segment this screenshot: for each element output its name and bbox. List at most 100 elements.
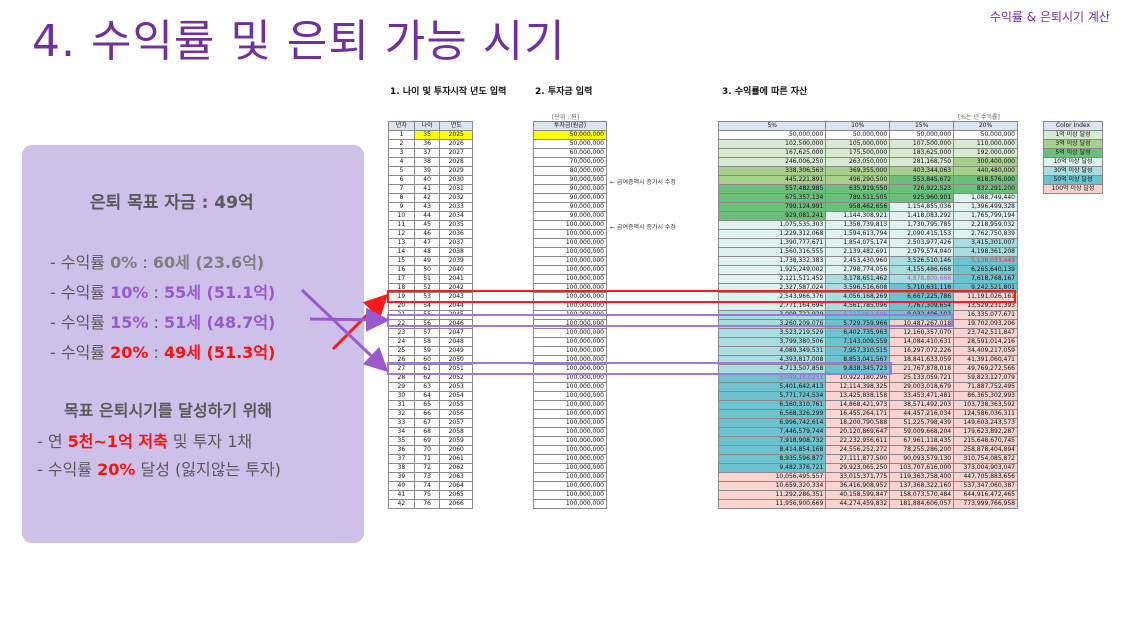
cell-asset-15[interactable]: 181,884,606,057: [889, 499, 955, 509]
cell-age[interactable]: 39: [413, 166, 441, 176]
cell-asset-20[interactable]: 373,004,903,047: [953, 463, 1018, 473]
cell-asset-20[interactable]: 19,702,093,206: [953, 319, 1018, 329]
cell-asset-10[interactable]: 27,111,877,500: [825, 454, 891, 464]
cell-asset-5[interactable]: 2,327,587,024: [717, 283, 827, 293]
cell-investment[interactable]: 100,000,000: [533, 310, 607, 320]
cell-asset-10[interactable]: 1,144,308,921: [825, 211, 891, 221]
cell-asset-5[interactable]: 10,659,320,334: [717, 481, 827, 491]
cell-asset-5[interactable]: 3,523,219,529: [717, 328, 827, 338]
cell-investment[interactable]: 100,000,000: [533, 346, 607, 356]
cell-age[interactable]: 71: [413, 454, 441, 464]
cell-investment[interactable]: 90,000,000: [533, 202, 607, 212]
cell-year[interactable]: 2029: [439, 166, 473, 176]
cell-asset-15[interactable]: 7,767,309,654: [889, 301, 955, 311]
cell-year[interactable]: 2054: [439, 391, 473, 401]
cell-year[interactable]: 2042: [439, 283, 473, 293]
cell-year-index[interactable]: 18: [388, 283, 415, 293]
cell-year[interactable]: 2036: [439, 229, 473, 239]
cell-year[interactable]: 2052: [439, 373, 473, 383]
cell-asset-15[interactable]: 44,457,216,034: [889, 409, 955, 419]
cell-asset-20[interactable]: 832,291,200: [953, 184, 1018, 194]
cell-age[interactable]: 45: [413, 220, 441, 230]
cell-asset-10[interactable]: 44,274,459,832: [825, 499, 891, 509]
cell-asset-5[interactable]: 7,446,579,744: [717, 427, 827, 437]
cell-asset-15[interactable]: 25,133,059,721: [889, 373, 955, 383]
cell-age[interactable]: 41: [413, 184, 441, 194]
cell-asset-5[interactable]: 1,560,316,555: [717, 247, 827, 257]
cell-asset-5[interactable]: 929,081,241: [717, 211, 827, 221]
cell-year[interactable]: 2026: [439, 139, 473, 149]
cell-asset-5[interactable]: 5,401,642,413: [717, 382, 827, 392]
cell-asset-20[interactable]: 618,576,000: [953, 175, 1018, 185]
cell-asset-5[interactable]: 799,124,991: [717, 202, 827, 212]
cell-year[interactable]: 2040: [439, 265, 473, 275]
cell-asset-5[interactable]: 6,996,742,614: [717, 418, 827, 428]
cell-asset-15[interactable]: 403,344,063: [889, 166, 955, 176]
cell-asset-20[interactable]: 447,705,883,656: [953, 472, 1018, 482]
cell-year[interactable]: 2049: [439, 346, 473, 356]
cell-year[interactable]: 2033: [439, 202, 473, 212]
cell-asset-15[interactable]: 6,667,225,786: [889, 292, 955, 302]
cell-year[interactable]: 2048: [439, 337, 473, 347]
cell-year-index[interactable]: 9: [388, 202, 415, 212]
cell-asset-20[interactable]: 59,823,127,079: [953, 373, 1018, 383]
cell-asset-15[interactable]: 50,000,000: [889, 130, 955, 140]
cell-asset-20[interactable]: 71,887,752,495: [953, 382, 1018, 392]
cell-year-index[interactable]: 28: [388, 373, 415, 383]
cell-asset-20[interactable]: 41,391,060,471: [953, 355, 1018, 365]
cell-asset-15[interactable]: 2,503,977,426: [889, 238, 955, 248]
cell-asset-10[interactable]: 20,120,869,647: [825, 427, 891, 437]
cell-asset-5[interactable]: 445,221,891: [717, 175, 827, 185]
cell-year-index[interactable]: 7: [388, 184, 415, 194]
cell-age[interactable]: 58: [413, 337, 441, 347]
cell-year-index[interactable]: 24: [388, 337, 415, 347]
cell-asset-10[interactable]: 3,596,516,608: [825, 283, 891, 293]
cell-asset-20[interactable]: 4,198,361,208: [953, 247, 1018, 257]
cell-investment[interactable]: 100,000,000: [533, 265, 607, 275]
cell-investment[interactable]: 100,000,000: [533, 373, 607, 383]
cell-asset-5[interactable]: 3,260,209,076: [717, 319, 827, 329]
cell-investment[interactable]: 100,000,000: [533, 229, 607, 239]
cell-asset-10[interactable]: 5,729,759,966: [825, 319, 891, 329]
cell-asset-20[interactable]: 440,480,000: [953, 166, 1018, 176]
cell-age[interactable]: 56: [413, 319, 441, 329]
cell-asset-20[interactable]: 310,754,085,872: [953, 454, 1018, 464]
cell-asset-20[interactable]: 9,242,521,801: [953, 283, 1018, 293]
cell-asset-20[interactable]: 192,000,000: [953, 148, 1018, 158]
cell-asset-10[interactable]: 6,402,735,963: [825, 328, 891, 338]
cell-age[interactable]: 43: [413, 202, 441, 212]
cell-year-index[interactable]: 3: [388, 148, 415, 158]
cell-asset-10[interactable]: 263,050,000: [825, 157, 891, 167]
cell-asset-15[interactable]: 103,707,616,000: [889, 463, 955, 473]
cell-asset-15[interactable]: 281,168,750: [889, 157, 955, 167]
cell-asset-15[interactable]: 2,090,415,153: [889, 229, 955, 239]
cell-investment[interactable]: 100,000,000: [533, 319, 607, 329]
cell-age[interactable]: 74: [413, 481, 441, 491]
cell-asset-20[interactable]: 773,999,766,958: [953, 499, 1018, 509]
cell-asset-10[interactable]: 175,500,000: [825, 148, 891, 158]
cell-asset-10[interactable]: 18,200,790,588: [825, 418, 891, 428]
cell-investment[interactable]: 90,000,000: [533, 184, 607, 194]
cell-asset-20[interactable]: 300,400,000: [953, 157, 1018, 167]
cell-year-index[interactable]: 12: [388, 229, 415, 239]
cell-asset-20[interactable]: 16,335,077,671: [953, 310, 1018, 320]
cell-age[interactable]: 60: [413, 355, 441, 365]
cell-asset-15[interactable]: 2,979,574,040: [889, 247, 955, 257]
cell-asset-20[interactable]: 5,138,033,449: [953, 256, 1018, 266]
cell-investment[interactable]: 100,000,000: [533, 445, 607, 455]
cell-asset-15[interactable]: 10,487,267,018: [889, 319, 955, 329]
cell-asset-15[interactable]: 553,845,672: [889, 175, 955, 185]
cell-asset-10[interactable]: 1,594,613,794: [825, 229, 891, 239]
cell-age[interactable]: 47: [413, 238, 441, 248]
cell-asset-15[interactable]: 1,418,083,292: [889, 211, 955, 221]
cell-asset-20[interactable]: 7,618,768,167: [953, 274, 1018, 284]
cell-year[interactable]: 2034: [439, 211, 473, 221]
cell-asset-20[interactable]: 2,762,750,839: [953, 229, 1018, 239]
cell-asset-20[interactable]: 23,742,511,847: [953, 328, 1018, 338]
cell-investment[interactable]: 100,000,000: [533, 283, 607, 293]
cell-asset-10[interactable]: 50,000,000: [825, 130, 891, 140]
cell-investment[interactable]: 90,000,000: [533, 193, 607, 203]
cell-age[interactable]: 53: [413, 292, 441, 302]
cell-year[interactable]: 2063: [439, 472, 473, 482]
cell-asset-15[interactable]: 925,960,901: [889, 193, 955, 203]
